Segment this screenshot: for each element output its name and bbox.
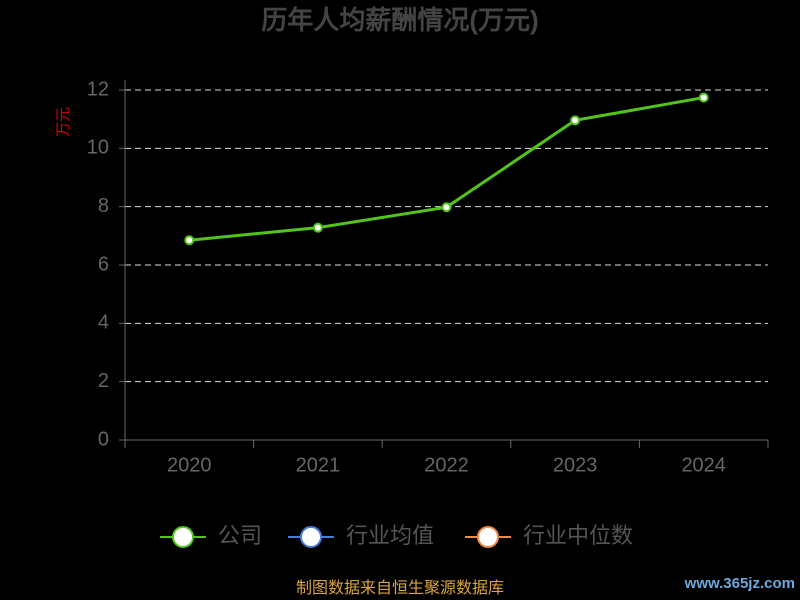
source-note: 制图数据来自恒生聚源数据库 xyxy=(296,579,504,597)
data-point xyxy=(441,202,452,213)
x-tick-label: 2021 xyxy=(296,454,341,476)
y-axis-label: 万元 xyxy=(55,107,72,137)
y-tick-label: 10 xyxy=(87,137,109,159)
x-tick-label: 2023 xyxy=(553,454,598,476)
legend-marker xyxy=(477,526,499,548)
x-tick-label: 2024 xyxy=(681,454,726,476)
legend-label: 公司 xyxy=(218,523,262,548)
y-tick-label: 4 xyxy=(98,312,109,334)
y-tick-label: 2 xyxy=(98,370,109,392)
data-point xyxy=(184,235,195,246)
data-point xyxy=(698,92,709,103)
y-tick-label: 6 xyxy=(98,253,109,275)
chart-title: 历年人均薪酬情况(万元) xyxy=(261,5,538,35)
data-point xyxy=(312,222,323,233)
y-tick-label: 8 xyxy=(98,195,109,217)
watermark: www.365jz.com xyxy=(684,575,795,592)
legend-label: 行业中位数 xyxy=(523,523,633,548)
legend-label: 行业均值 xyxy=(346,523,434,548)
data-point xyxy=(570,115,581,126)
legend-marker xyxy=(300,526,322,548)
y-tick-label: 12 xyxy=(87,78,109,100)
x-tick-label: 2020 xyxy=(167,454,212,476)
legend-marker xyxy=(172,526,194,548)
x-tick-label: 2022 xyxy=(424,454,469,476)
y-tick-label: 0 xyxy=(98,428,109,450)
